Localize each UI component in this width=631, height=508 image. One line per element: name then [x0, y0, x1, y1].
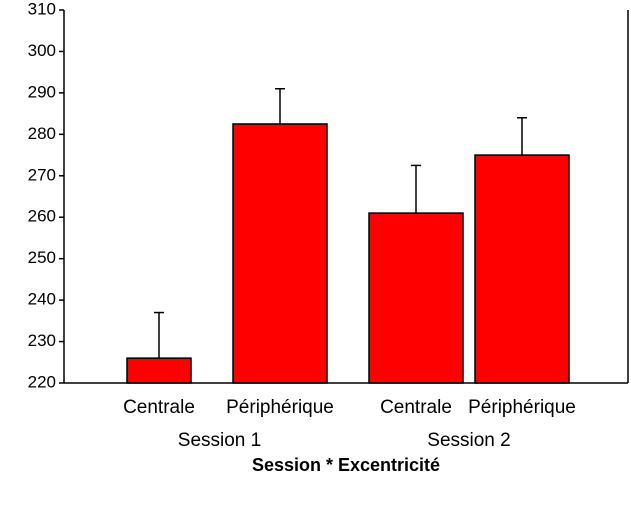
bar [126, 357, 192, 384]
bar [232, 123, 328, 384]
y-tick-label: 260 [28, 207, 56, 226]
x-tick-label: Périphérique [226, 397, 334, 418]
y-tick-label: 230 [28, 331, 56, 350]
y-tick-label: 270 [28, 165, 56, 184]
y-tick-label: 250 [28, 248, 56, 267]
x-axis-title: Session * Excentricité [252, 455, 440, 475]
x-tick-label: Périphérique [468, 397, 576, 418]
y-tick-label: 280 [28, 124, 56, 143]
y-tick-label: 300 [28, 41, 56, 60]
y-tick-label: 290 [28, 82, 56, 101]
group-label: Session 1 [178, 430, 261, 451]
bar [474, 154, 570, 384]
group-label: Session 2 [427, 430, 510, 451]
y-tick-label: 310 [28, 0, 56, 18]
y-tick-label: 220 [28, 372, 56, 391]
y-tick-label: 240 [28, 290, 56, 309]
bar [368, 212, 464, 384]
x-tick-label: Centrale [380, 397, 452, 418]
x-tick-label: Centrale [123, 397, 195, 418]
